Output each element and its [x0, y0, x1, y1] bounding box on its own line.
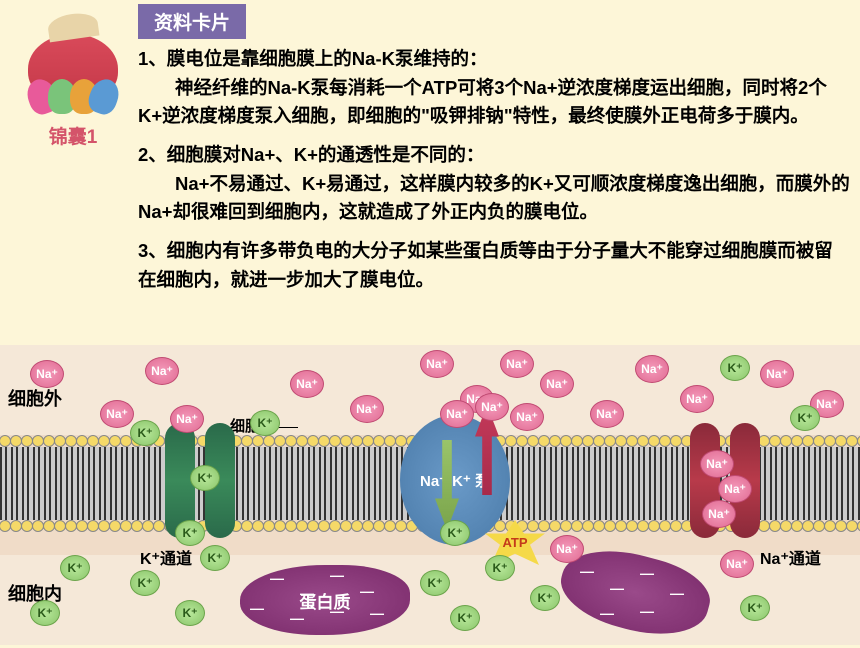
na-ion: Na⁺: [540, 370, 574, 398]
protein-1: 蛋白质: [240, 565, 410, 635]
negative-charge: —: [640, 565, 654, 581]
k-ion: K⁺: [790, 405, 820, 431]
k-ion: K⁺: [485, 555, 515, 581]
negative-charge: —: [370, 605, 384, 621]
na-ion: Na⁺: [590, 400, 624, 428]
na-ion: Na⁺: [510, 403, 544, 431]
heading-2: 2、细胞膜对Na+、K+的通透性是不同的：: [138, 141, 850, 170]
membrane-diagram: 细胞外 细胞内 细胞膜 K⁺通道 Na⁺通道 Na⁺-K⁺ 泵 ATP 蛋白质 …: [0, 345, 860, 645]
k-ion: K⁺: [530, 585, 560, 611]
k-ion: K⁺: [175, 520, 205, 546]
negative-charge: —: [270, 570, 284, 586]
k-ion: K⁺: [130, 420, 160, 446]
negative-charge: —: [300, 585, 314, 601]
k-ion: K⁺: [130, 570, 160, 596]
k-ion: K⁺: [720, 355, 750, 381]
heading-1: 1、膜电位是靠细胞膜上的Na-K泵维持的：: [138, 45, 850, 74]
para-1: 神经纤维的Na-K泵每消耗一个ATP可将3个Na+逆浓度梯度运出细胞，同时将2个…: [138, 74, 850, 131]
k-ion: K⁺: [440, 520, 470, 546]
heading-3: 3、细胞内有许多带负电的大分子如某些蛋白质等由于分子量大不能穿过细胞膜而被留在细…: [138, 237, 850, 294]
negative-charge: —: [360, 583, 374, 599]
negative-charge: —: [600, 605, 614, 621]
pouch-icon: [18, 4, 128, 114]
negative-charge: —: [580, 563, 594, 579]
para-2: Na+不易通过、K+易通过，这样膜内较多的K+又可顺浓度梯度逸出细胞，而膜外的N…: [138, 170, 850, 227]
k-ion: K⁺: [60, 555, 90, 581]
na-ion: Na⁺: [700, 450, 734, 478]
na-ion: Na⁺: [500, 350, 534, 378]
na-ion: Na⁺: [718, 475, 752, 503]
na-ion: Na⁺: [550, 535, 584, 563]
na-ion: Na⁺: [290, 370, 324, 398]
negative-charge: —: [330, 567, 344, 583]
na-ion: Na⁺: [170, 405, 204, 433]
negative-charge: —: [640, 603, 654, 619]
k-ion: K⁺: [30, 600, 60, 626]
na-ion: Na⁺: [702, 500, 736, 528]
k-ion: K⁺: [740, 595, 770, 621]
k-ion: K⁺: [420, 570, 450, 596]
label-outside: 细胞外: [8, 385, 62, 411]
na-ion: Na⁺: [720, 550, 754, 578]
k-ion: K⁺: [250, 410, 280, 436]
na-ion: Na⁺: [760, 360, 794, 388]
na-channel-label: Na⁺通道: [760, 545, 821, 569]
k-ion: K⁺: [200, 545, 230, 571]
k-ion: K⁺: [450, 605, 480, 631]
card-tag: 资料卡片: [138, 4, 246, 39]
k-ion: K⁺: [190, 465, 220, 491]
negative-charge: —: [330, 603, 344, 619]
na-ion: Na⁺: [475, 393, 509, 421]
badge: 锦囊1: [8, 4, 138, 304]
na-ion: Na⁺: [30, 360, 64, 388]
na-ion: Na⁺: [440, 400, 474, 428]
na-ion: Na⁺: [635, 355, 669, 383]
badge-label: 锦囊1: [8, 122, 138, 149]
na-ion: Na⁺: [420, 350, 454, 378]
negative-charge: —: [610, 580, 624, 596]
na-ion: Na⁺: [680, 385, 714, 413]
na-ion: Na⁺: [145, 357, 179, 385]
k-channel-label: K⁺通道: [140, 545, 192, 569]
negative-charge: —: [290, 610, 304, 626]
text-content: 1、膜电位是靠细胞膜上的Na-K泵维持的： 神经纤维的Na-K泵每消耗一个ATP…: [138, 39, 852, 294]
negative-charge: —: [670, 585, 684, 601]
na-ion: Na⁺: [100, 400, 134, 428]
negative-charge: —: [250, 600, 264, 616]
na-ion: Na⁺: [350, 395, 384, 423]
k-ion: K⁺: [175, 600, 205, 626]
